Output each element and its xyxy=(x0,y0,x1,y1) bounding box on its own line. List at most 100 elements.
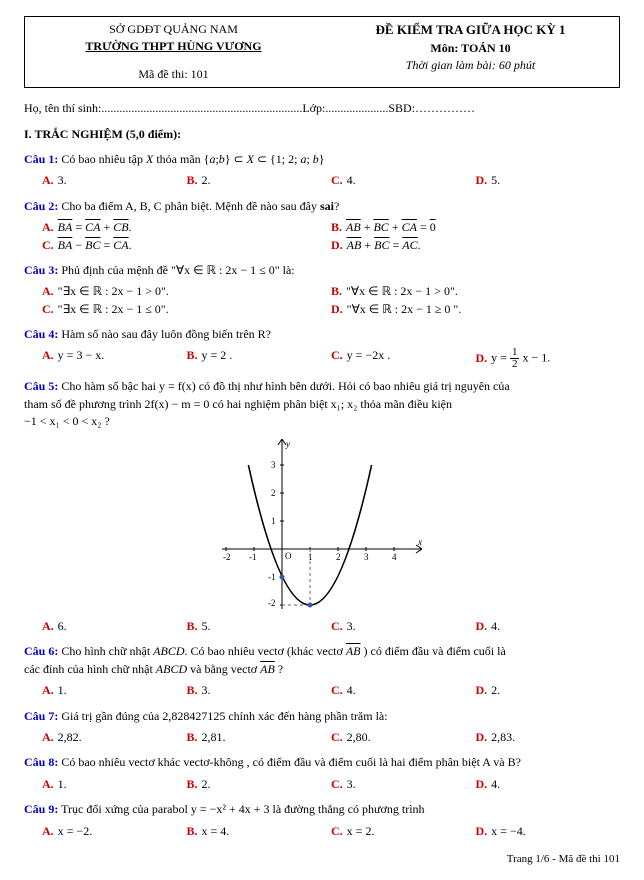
exam-code: Mã đề thi: 101 xyxy=(31,66,316,83)
q9-label: Câu 9: xyxy=(24,802,58,816)
q5-label: Câu 5: xyxy=(24,379,58,393)
q1-text1: Có bao nhiêu tập xyxy=(61,152,146,166)
q2-sai: sai xyxy=(320,199,334,213)
svg-text:2: 2 xyxy=(271,488,276,498)
header-right: ĐỀ KIỂM TRA GIỮA HỌC KỲ 1 Môn: TOÁN 10 T… xyxy=(322,17,619,87)
school-line: TRƯỜNG THPT HÙNG VƯƠNG xyxy=(31,38,316,55)
q4-a: y = 3 − x. xyxy=(58,347,105,364)
header-box: SỞ GDĐT QUẢNG NAM TRƯỜNG THPT HÙNG VƯƠNG… xyxy=(24,16,620,88)
page-footer: Trang 1/6 - Mã đề thi 101 xyxy=(24,852,620,868)
q7-text: Giá trị gần đúng của 2,828427125 chính x… xyxy=(61,709,387,723)
q5-a: 6. xyxy=(58,618,67,635)
q1-d: 5. xyxy=(491,172,500,189)
q8-d: 4. xyxy=(491,776,500,793)
svg-text:1: 1 xyxy=(271,516,276,526)
q7-a: 2,82. xyxy=(58,729,82,746)
q6-a: 1. xyxy=(58,682,67,699)
q8-label: Câu 8: xyxy=(24,755,58,769)
q8-text: Có bao nhiêu vectơ khác vectơ-không , có… xyxy=(61,755,521,769)
q6-l3: ) có điểm đầu và điểm cuối là xyxy=(361,644,506,658)
name-label: Họ, tên thí sinh: xyxy=(24,101,101,115)
q6-l5: và bằng vectơ xyxy=(187,662,260,676)
q9-d: x = −4. xyxy=(491,823,526,840)
q6-l2: . Có bao nhiêu vectơ (khác vectơ xyxy=(185,644,346,658)
q6-d: 2. xyxy=(491,682,500,699)
q7-label: Câu 7: xyxy=(24,709,58,723)
q5-l2: tham số đề phương trình 2f(x) − m = 0 có… xyxy=(24,396,620,413)
q7-d: 2,83. xyxy=(491,729,515,746)
class-label: Lớp: xyxy=(302,101,325,115)
q2-d: AB + BC = AC. xyxy=(347,237,421,254)
exam-time: Thời gian làm bài: 60 phút xyxy=(328,57,613,74)
question-5: Câu 5: Cho hàm số bậc hai y = f(x) có đồ… xyxy=(24,378,620,635)
q1-text2: thỏa mãn xyxy=(153,152,203,166)
student-info: Họ, tên thí sinh:.......................… xyxy=(24,100,620,117)
q4-label: Câu 4: xyxy=(24,327,58,341)
svg-text:3: 3 xyxy=(364,552,369,562)
header-left: SỞ GDĐT QUẢNG NAM TRƯỜNG THPT HÙNG VƯƠNG… xyxy=(25,17,322,87)
q8-b: 2. xyxy=(202,776,211,793)
q5-d: 4. xyxy=(491,618,500,635)
q3-a: "∃x ∈ ℝ : 2x − 1 > 0". xyxy=(58,283,169,300)
q3-d: "∀x ∈ ℝ : 2x − 1 ≥ 0 ". xyxy=(347,301,462,318)
sbd-label: SBD: xyxy=(388,101,415,115)
q1-b: 2. xyxy=(202,172,211,189)
question-8: Câu 8: Có bao nhiêu vectơ khác vectơ-khô… xyxy=(24,754,620,793)
q3-c: "∃x ∈ ℝ : 2x − 1 ≤ 0". xyxy=(58,301,169,318)
question-9: Câu 9: Trục đối xứng của parabol y = −x²… xyxy=(24,801,620,840)
q4-d: y = 12 x − 1. xyxy=(491,347,550,370)
q1-a: 3. xyxy=(58,172,67,189)
svg-text:4: 4 xyxy=(392,552,397,562)
svg-text:3: 3 xyxy=(271,460,276,470)
svg-text:-2: -2 xyxy=(223,552,231,562)
q4-c: y = −2x . xyxy=(347,347,391,364)
q5-l1: Cho hàm số bậc hai y = f(x) có đồ thị nh… xyxy=(61,379,509,393)
question-2: Câu 2: Cho ba điểm A, B, C phân biệt. Mệ… xyxy=(24,198,620,254)
question-6: Câu 6: Cho hình chữ nhật ABCD . Có bao nh… xyxy=(24,643,620,699)
q6-c: 4. xyxy=(347,682,356,699)
q5-b: 5. xyxy=(202,618,211,635)
svg-text:2: 2 xyxy=(336,552,341,562)
q3-b: "∀x ∈ ℝ : 2x − 1 > 0". xyxy=(346,283,458,300)
q5-c: 3. xyxy=(347,618,356,635)
q4-text: Hàm số nào sau đây luôn đồng biến trên R… xyxy=(61,327,271,341)
q9-c: x = 2. xyxy=(347,823,375,840)
question-3: Câu 3: Phủ định của mệnh đề "∀x ∈ ℝ : 2x… xyxy=(24,262,620,318)
q8-c: 3. xyxy=(347,776,356,793)
svg-text:-1: -1 xyxy=(249,552,257,562)
q4-b: y = 2 . xyxy=(202,347,233,364)
q2-text: Cho ba điểm A, B, C phân biệt. Mệnh đề n… xyxy=(61,199,320,213)
q1-label: Câu 1: xyxy=(24,152,58,166)
parabola-graph: -2 -1 1 2 3 4 1 2 3 -1 -2 x y O xyxy=(222,439,422,609)
svg-text:O: O xyxy=(285,551,292,561)
q9-text: Trục đối xứng của parabol y = −x² + 4x +… xyxy=(61,802,424,816)
q5-l3: −1 < x₁ < 0 < x₂ ? xyxy=(24,413,620,430)
q6-b: 3. xyxy=(202,682,211,699)
svg-text:-1: -1 xyxy=(268,572,276,582)
q5-graph: -2 -1 1 2 3 4 1 2 3 -1 -2 x y O xyxy=(24,439,620,614)
section-1-title: I. TRẮC NGHIỆM (5,0 điểm): xyxy=(24,126,620,143)
exam-title: ĐỀ KIỂM TRA GIỮA HỌC KỲ 1 xyxy=(328,21,613,40)
svg-text:x: x xyxy=(417,537,422,547)
question-1: Câu 1: Có bao nhiêu tập X thỏa mãn {a;b}… xyxy=(24,151,620,190)
q1-c: 4. xyxy=(347,172,356,189)
q2-c: BA − BC = CA. xyxy=(58,237,132,254)
svg-text:-2: -2 xyxy=(268,598,276,608)
q6-l1: Cho hình chữ nhật xyxy=(61,644,153,658)
q9-a: x = −2. xyxy=(58,823,93,840)
q6-l4: các đỉnh của hình chữ nhật xyxy=(24,662,156,676)
q2-a: BA = CA + CB. xyxy=(58,219,132,236)
q8-a: 1. xyxy=(58,776,67,793)
q2-b: AB + BC + CA = 0 xyxy=(346,219,436,236)
question-4: Câu 4: Hàm số nào sau đây luôn đồng biến… xyxy=(24,326,620,370)
question-7: Câu 7: Giá trị gần đúng của 2,828427125 … xyxy=(24,708,620,747)
q3-label: Câu 3: xyxy=(24,263,58,277)
q6-label: Câu 6: xyxy=(24,644,58,658)
svg-text:y: y xyxy=(285,439,290,449)
q6-abcd2: ABCD xyxy=(156,662,187,676)
dept-line: SỞ GDĐT QUẢNG NAM xyxy=(31,21,316,38)
q7-b: 2,81. xyxy=(202,729,226,746)
q9-b: x = 4. xyxy=(202,823,230,840)
exam-subject: Môn: TOÁN 10 xyxy=(328,40,613,57)
q3-text: Phủ định của mệnh đề "∀x ∈ ℝ : 2x − 1 ≤ … xyxy=(61,263,294,277)
